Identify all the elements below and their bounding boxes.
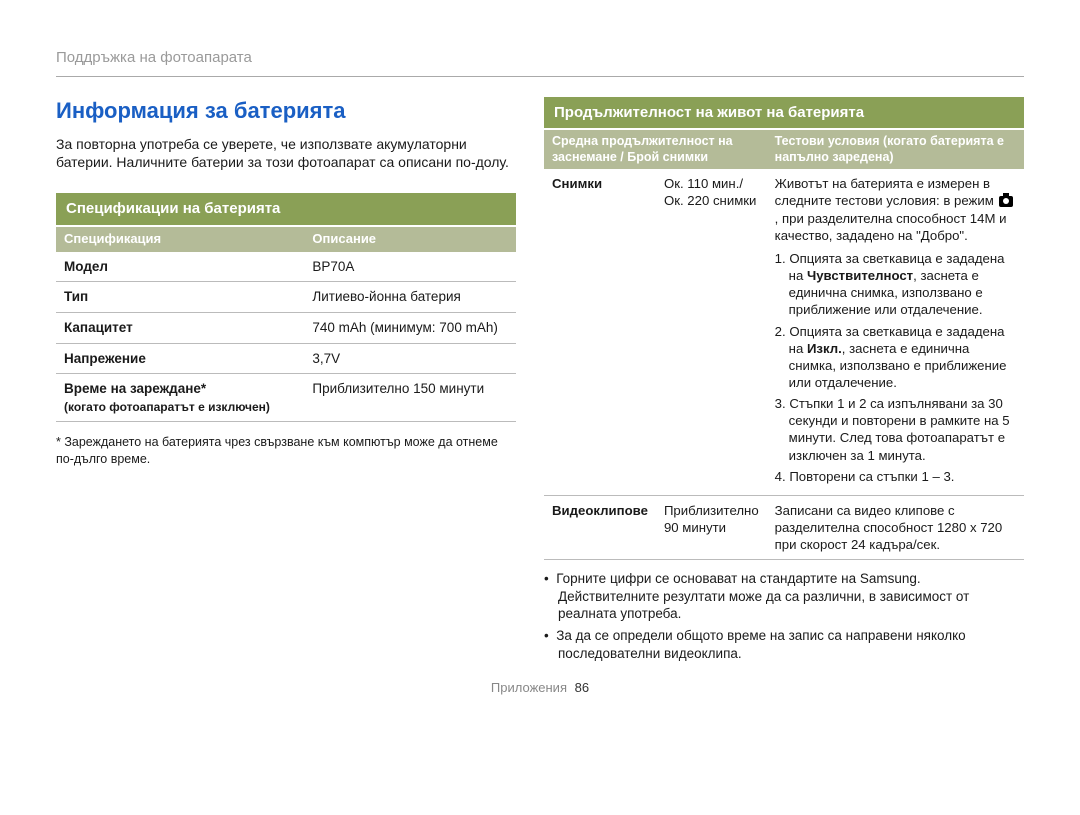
table-row: Снимки Ок. 110 мин./ Ок. 220 снимки Живо… [544, 169, 1024, 495]
spec-th-1: Спецификация [56, 227, 304, 252]
spec-val: Литиево-йонна батерия [304, 282, 516, 313]
spec-key: Тип [56, 282, 304, 313]
breadcrumb: Поддръжка на фотоапарата [56, 48, 1024, 77]
step-1: 1. Опцията за светкавица е зададена на Ч… [775, 250, 1016, 319]
section-header-spec: Спецификации на батерията [56, 193, 516, 225]
page-number: Приложения 86 [56, 680, 1024, 697]
life-videos-mid: Приблизително 90 минути [656, 495, 767, 559]
step-3: 3. Стъпки 1 и 2 са изпълнявани за 30 сек… [775, 395, 1016, 464]
section-header-life: Продължителност на живот на батерията [544, 97, 1024, 129]
note-2-text: За да се определи общото време на запис … [556, 628, 965, 661]
left-column: Информация за батерията За повторна упот… [56, 97, 516, 667]
life-photos-mid: Ок. 110 мин./ Ок. 220 снимки [656, 169, 767, 495]
spec-th-2: Описание [304, 227, 516, 252]
s2b: Изкл. [807, 341, 842, 356]
life-th-2: Тестови условия (когато батерията е напъ… [767, 130, 1024, 169]
spec-key: Време на зареждане* (когато фотоапаратът… [56, 374, 304, 422]
content-columns: Информация за батерията За повторна упот… [56, 97, 1024, 667]
camera-icon [999, 196, 1013, 207]
page-title: Информация за батерията [56, 97, 516, 126]
spec-key: Капацитет [56, 312, 304, 343]
spec-val: Приблизително 150 минути [304, 374, 516, 422]
spec-key: Напрежение [56, 343, 304, 374]
notes: • Горните цифри се основават на стандарт… [544, 570, 1024, 662]
life-lead-2: , при разделителна способност 14M и каче… [775, 211, 1007, 243]
spec-key: Модел [56, 252, 304, 282]
life-videos-val: Записани са видео клипове с разделителна… [767, 495, 1024, 559]
note-2: • За да се определи общото време на запи… [544, 627, 1024, 662]
life-lead-1: Животът на батерията е измерен в следнит… [775, 176, 998, 208]
table-row: Модел BP70A [56, 252, 516, 282]
table-row: Капацитет 740 mAh (минимум: 700 mAh) [56, 312, 516, 343]
page-num: 86 [575, 680, 589, 695]
intro-text: За повторна употреба се уверете, че изпо… [56, 135, 516, 171]
spec-val: 3,7V [304, 343, 516, 374]
step-4: 4. Повторени са стъпки 1 – 3. [775, 468, 1016, 485]
life-table: Средна продължителност на заснемане / Бр… [544, 130, 1024, 560]
table-row: Видеоклипове Приблизително 90 минути Зап… [544, 495, 1024, 559]
table-row: Тип Литиево-йонна батерия [56, 282, 516, 313]
s1b: Чувствителност [807, 268, 913, 283]
right-column: Продължителност на живот на батерията Ср… [544, 97, 1024, 667]
spec-key-main: Време на зареждане* [64, 381, 206, 396]
life-th-1: Средна продължителност на заснемане / Бр… [544, 130, 767, 169]
spec-val: 740 mAh (минимум: 700 mAh) [304, 312, 516, 343]
life-photos-key: Снимки [544, 169, 656, 495]
page-label: Приложения [491, 680, 567, 695]
note-1-text: Горните цифри се основават на стандартит… [556, 571, 969, 621]
spec-val: BP70A [304, 252, 516, 282]
life-photos-conditions: Животът на батерията е измерен в следнит… [767, 169, 1024, 495]
spec-footnote: * Зареждането на батерията чрез свързван… [56, 434, 516, 468]
table-row: Време на зареждане* (когато фотоапаратът… [56, 374, 516, 422]
spec-table: Спецификация Описание Модел BP70A Тип Ли… [56, 227, 516, 422]
spec-key-sub: (когато фотоапаратът е изключен) [64, 400, 270, 414]
table-row: Напрежение 3,7V [56, 343, 516, 374]
life-videos-key: Видеоклипове [544, 495, 656, 559]
step-2: 2. Опцията за светкавица е зададена на И… [775, 323, 1016, 392]
note-1: • Горните цифри се основават на стандарт… [544, 570, 1024, 623]
